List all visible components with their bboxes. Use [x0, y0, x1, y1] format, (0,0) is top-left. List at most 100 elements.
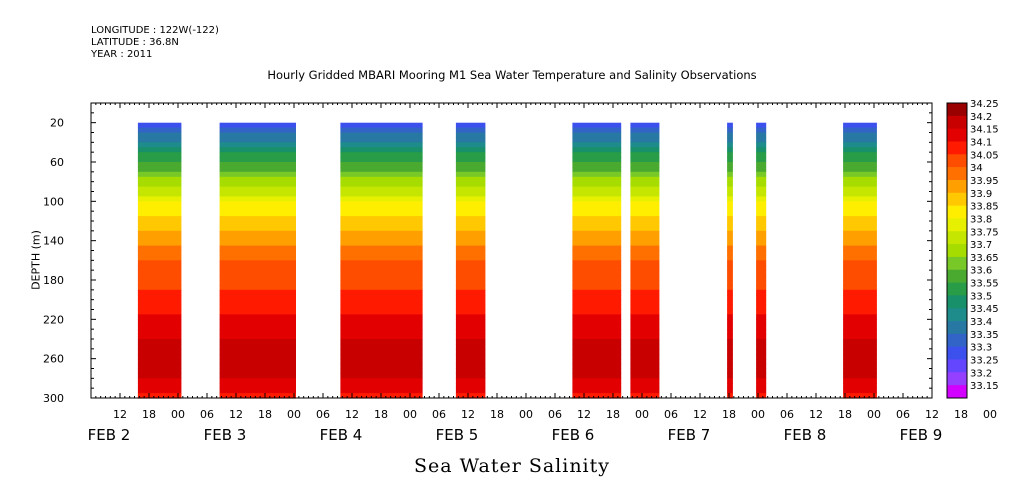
- salinity-cell: [137, 221, 182, 227]
- salinity-cell: [137, 255, 182, 261]
- data-segment: [455, 122, 486, 399]
- salinity-cell: [219, 348, 296, 355]
- salinity-cell: [756, 270, 767, 276]
- salinity-cell: [340, 353, 423, 360]
- colorbar-label: 34.2: [970, 112, 992, 123]
- salinity-cell: [137, 378, 182, 384]
- y-tick-label: 180: [43, 274, 64, 287]
- salinity-cell: [630, 299, 660, 306]
- colorbar-swatch: [947, 321, 967, 335]
- salinity-cell: [727, 225, 733, 232]
- salinity-cell: [572, 191, 622, 197]
- salinity-cell: [630, 162, 660, 168]
- salinity-cell: [340, 201, 423, 207]
- salinity-cell: [630, 294, 660, 301]
- salinity-cell: [572, 142, 622, 148]
- salinity-cell: [455, 289, 486, 296]
- salinity-cell: [727, 314, 733, 320]
- salinity-cell: [756, 216, 767, 222]
- salinity-cell: [727, 309, 733, 315]
- salinity-cell: [843, 309, 877, 315]
- salinity-cell: [572, 250, 622, 256]
- colorbar-label: 33.5: [970, 291, 992, 302]
- salinity-cell: [756, 240, 767, 247]
- salinity-cell: [572, 147, 622, 153]
- x-date-label: FEB 2: [88, 426, 131, 444]
- x-hour-tick-label: 12: [113, 408, 127, 421]
- salinity-cell: [137, 260, 182, 266]
- salinity-cell: [727, 152, 733, 158]
- x-axis-ticks: [90, 103, 933, 398]
- salinity-cell: [630, 157, 660, 163]
- salinity-cell: [843, 245, 877, 252]
- salinity-cell: [137, 132, 182, 138]
- salinity-cell: [455, 157, 486, 163]
- salinity-cell: [572, 186, 622, 193]
- salinity-cell: [340, 334, 423, 340]
- salinity-cell: [455, 363, 486, 370]
- salinity-cell: [727, 280, 733, 286]
- salinity-cell: [340, 329, 423, 335]
- salinity-cell: [572, 334, 622, 340]
- salinity-cell: [756, 152, 767, 158]
- salinity-cell: [340, 358, 423, 365]
- salinity-cell: [727, 260, 733, 266]
- salinity-cell: [219, 132, 296, 138]
- salinity-cell: [843, 353, 877, 360]
- salinity-cell: [630, 284, 660, 291]
- salinity-cell: [630, 260, 660, 266]
- salinity-cell: [756, 324, 767, 330]
- salinity-cell: [137, 393, 182, 399]
- salinity-cell: [630, 314, 660, 320]
- salinity-cell: [340, 221, 423, 227]
- salinity-cell: [137, 339, 182, 345]
- colorbar-label: 34.15: [970, 125, 999, 136]
- salinity-cell: [572, 324, 622, 330]
- salinity-cell: [843, 176, 877, 183]
- x-hour-tick-label: 06: [316, 408, 330, 421]
- salinity-cell: [630, 388, 660, 394]
- salinity-cell: [756, 343, 767, 350]
- salinity-cell: [756, 196, 767, 202]
- salinity-cell: [219, 299, 296, 306]
- salinity-cell: [756, 393, 767, 399]
- salinity-cell: [455, 294, 486, 301]
- x-hour-tick-label: 12: [345, 408, 359, 421]
- x-hour-tick-label: 12: [577, 408, 591, 421]
- salinity-cell: [455, 250, 486, 256]
- salinity-cell: [727, 383, 733, 389]
- salinity-cell: [756, 265, 767, 271]
- colorbar-swatch: [947, 192, 967, 207]
- salinity-cell: [340, 284, 423, 291]
- salinity-cell: [843, 393, 877, 399]
- salinity-cell: [340, 319, 423, 325]
- salinity-cell: [727, 206, 733, 212]
- salinity-cell: [219, 343, 296, 350]
- salinity-cell: [219, 147, 296, 153]
- salinity-cell: [727, 270, 733, 276]
- salinity-cell: [630, 230, 660, 237]
- colorbar-label: 34.1: [970, 137, 992, 148]
- salinity-cell: [727, 348, 733, 355]
- salinity-cell: [219, 388, 296, 394]
- y-tick-label: 60: [50, 156, 64, 169]
- salinity-cell: [572, 132, 622, 138]
- salinity-cell: [630, 240, 660, 247]
- salinity-cell: [843, 157, 877, 163]
- salinity-cell: [340, 216, 423, 222]
- salinity-cell: [727, 245, 733, 252]
- colorbar-frame: [946, 102, 968, 399]
- salinity-cell: [340, 127, 423, 134]
- salinity-cell: [137, 176, 182, 183]
- salinity-cell: [137, 314, 182, 320]
- salinity-cell: [843, 304, 877, 311]
- salinity-cell: [455, 334, 486, 340]
- salinity-cell: [727, 211, 733, 217]
- salinity-cell: [219, 270, 296, 276]
- salinity-cell: [340, 304, 423, 311]
- salinity-cell: [219, 186, 296, 193]
- colorbar-label: 33.35: [970, 330, 999, 341]
- salinity-cell: [455, 339, 486, 345]
- salinity-cell: [630, 245, 660, 252]
- salinity-cell: [843, 196, 877, 202]
